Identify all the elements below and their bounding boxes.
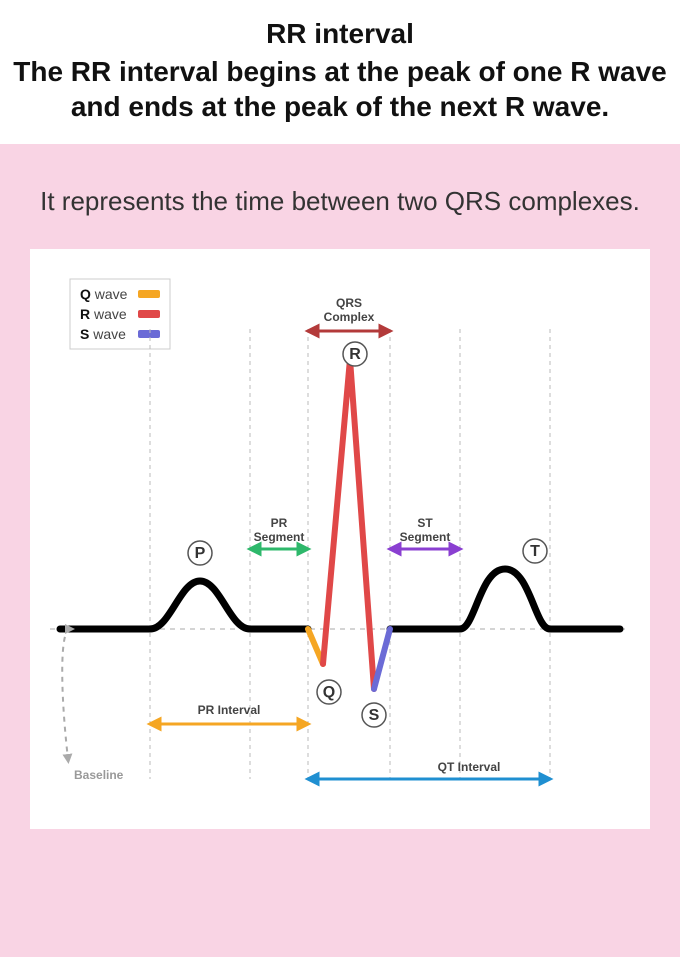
st-segment-label-2: Segment	[400, 530, 451, 544]
qt-interval-label: QT Interval	[438, 760, 501, 774]
ecg-p-segment	[60, 581, 308, 629]
s-wave-letter: S	[369, 707, 380, 724]
pr-segment-label: PR	[271, 516, 288, 530]
legend-item: S wave	[80, 326, 126, 342]
baseline-label: Baseline	[74, 768, 124, 782]
ecg-svg: Q waveR waveS waveQRSComplexPRSegmentSTS…	[40, 259, 640, 819]
pr-segment-label-2: Segment	[254, 530, 305, 544]
st-segment-label: ST	[417, 516, 433, 530]
ecg-diagram: Q waveR waveS waveQRSComplexPRSegmentSTS…	[30, 249, 650, 829]
legend-item: Q wave	[80, 286, 128, 302]
pr-interval-label: PR Interval	[198, 703, 261, 717]
p-wave-letter: P	[195, 545, 206, 562]
r-wave-letter: R	[349, 346, 361, 363]
page: RR interval The RR interval begins at th…	[0, 0, 680, 957]
legend-swatch	[138, 310, 160, 318]
ecg-t-segment	[390, 569, 620, 629]
s-wave-line	[374, 629, 390, 689]
qrs-label: QRS	[336, 296, 362, 310]
baseline-arrow	[62, 629, 70, 759]
t-wave-letter: T	[530, 543, 540, 560]
legend-item: R wave	[80, 306, 127, 322]
title: RR interval	[10, 18, 670, 50]
legend-swatch	[138, 290, 160, 298]
qrs-label-2: Complex	[324, 310, 375, 324]
legend-swatch	[138, 330, 160, 338]
mid-text: It represents the time between two QRS c…	[0, 144, 680, 249]
header-box: RR interval The RR interval begins at th…	[0, 0, 680, 144]
q-wave-letter: Q	[323, 684, 335, 701]
subtitle: The RR interval begins at the peak of on…	[10, 54, 670, 124]
r-wave-line	[323, 359, 374, 689]
